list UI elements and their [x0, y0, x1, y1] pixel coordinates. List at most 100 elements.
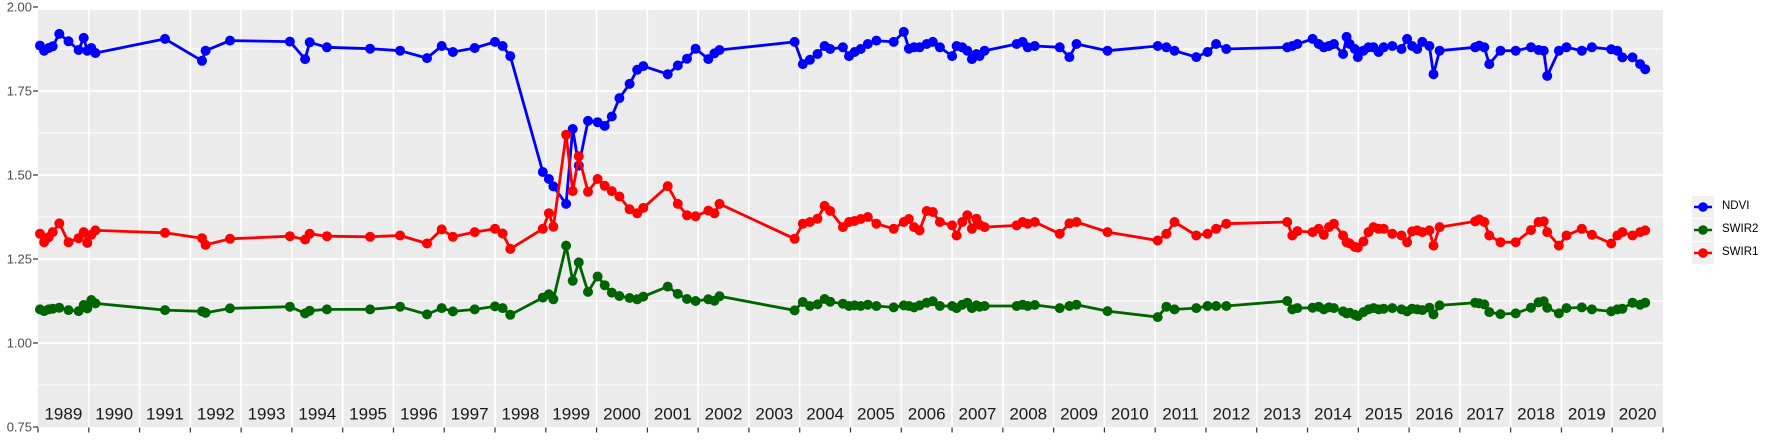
- data-point-swir1: [927, 207, 938, 217]
- data-point-swir2: [447, 306, 458, 317]
- data-point-swir2: [862, 299, 873, 310]
- data-point-swir2: [599, 280, 610, 291]
- data-point-swir1: [436, 224, 447, 235]
- data-point-swir2: [1484, 307, 1495, 318]
- data-point-swir1: [1054, 228, 1065, 239]
- data-point-swir2: [548, 294, 559, 305]
- data-point-ndvi: [1586, 42, 1597, 53]
- data-point-swir1: [1152, 235, 1163, 246]
- data-point-ndvi: [321, 42, 332, 53]
- data-point-swir2: [934, 301, 945, 311]
- data-point-swir1: [1387, 228, 1398, 239]
- data-point-ndvi: [1627, 52, 1638, 63]
- data-point-ndvi: [1434, 45, 1445, 56]
- data-point-ndvi: [1191, 52, 1202, 63]
- data-point-swir1: [1191, 230, 1202, 241]
- data-point-swir1: [304, 228, 315, 239]
- data-point-ndvi: [200, 45, 211, 56]
- data-point-swir1: [567, 186, 578, 197]
- x-axis-label: 2010: [1111, 405, 1149, 424]
- x-axis-label: 1990: [95, 405, 133, 424]
- data-point-swir2: [422, 309, 432, 320]
- data-point-swir1: [537, 223, 548, 234]
- data-point-swir2: [1495, 309, 1506, 320]
- data-point-ndvi: [927, 36, 938, 47]
- data-point-swir2: [1542, 302, 1553, 313]
- data-point-ndvi: [537, 167, 548, 177]
- x-axis-label: 2019: [1568, 405, 1606, 424]
- x-axis-label: 2006: [908, 405, 946, 424]
- data-point-swir1: [951, 230, 962, 241]
- data-point-swir2: [1211, 301, 1222, 311]
- data-point-swir2: [63, 305, 74, 316]
- y-axis-label: 1.75: [7, 84, 32, 99]
- data-point-ndvi: [422, 53, 432, 64]
- data-point-swir1: [1211, 223, 1222, 234]
- data-point-swir2: [1387, 303, 1398, 314]
- data-point-swir1: [583, 186, 593, 197]
- data-point-ndvi: [789, 36, 800, 47]
- data-point-ndvi: [1387, 41, 1398, 51]
- data-point-swir2: [1640, 297, 1651, 308]
- data-point-swir2: [469, 304, 480, 315]
- data-point-swir2: [567, 275, 578, 286]
- data-point-swir1: [1102, 227, 1113, 238]
- data-point-ndvi: [1211, 39, 1222, 49]
- x-axis-label: 1992: [197, 405, 235, 424]
- data-point-swir1: [1479, 217, 1490, 227]
- data-point-swir2: [284, 301, 295, 312]
- data-point-swir1: [447, 231, 458, 242]
- data-point-ndvi: [47, 41, 58, 52]
- data-point-swir2: [395, 301, 406, 312]
- series-ndvi: [35, 26, 1651, 209]
- data-point-ndvi: [543, 174, 554, 184]
- data-point-ndvi: [1640, 64, 1651, 75]
- data-point-ndvi: [505, 51, 516, 62]
- data-point-swir1: [1538, 216, 1549, 227]
- data-point-swir1: [690, 211, 701, 222]
- data-point-swir1: [825, 206, 836, 216]
- data-point-swir1: [606, 186, 617, 197]
- data-point-swir1: [1526, 225, 1536, 236]
- data-point-ndvi: [690, 43, 701, 54]
- data-point-swir2: [1561, 303, 1572, 314]
- data-point-swir2: [888, 302, 899, 313]
- data-point-swir2: [1553, 308, 1564, 319]
- data-point-swir1: [1318, 229, 1329, 240]
- data-point-swir1: [624, 204, 635, 215]
- legend: NDVI SWIR2 SWIR1: [1692, 195, 1758, 264]
- data-point-swir2: [871, 301, 882, 311]
- data-point-ndvi: [1161, 42, 1172, 53]
- data-point-ndvi: [1495, 45, 1506, 56]
- data-point-ndvi: [225, 35, 235, 46]
- data-point-ndvi: [682, 53, 692, 64]
- data-point-ndvi: [862, 39, 873, 49]
- data-point-swir1: [365, 231, 376, 242]
- data-point-ndvi: [304, 37, 315, 48]
- y-axis-label: 2.00: [7, 0, 32, 15]
- data-point-swir1: [1586, 229, 1597, 240]
- data-point-swir2: [1586, 304, 1597, 315]
- data-point-swir1: [1561, 230, 1572, 241]
- legend-item-ndvi: NDVI: [1692, 195, 1758, 218]
- data-point-swir1: [862, 212, 873, 222]
- y-axis-labels: 2.00 1.75 1.50 1.25 1.00 0.75: [7, 0, 32, 435]
- data-point-ndvi: [1479, 42, 1490, 53]
- data-point-ndvi: [614, 93, 625, 104]
- data-point-swir1: [1396, 230, 1407, 241]
- data-point-swir1: [1071, 217, 1082, 227]
- x-axis-label: 2002: [705, 405, 743, 424]
- x-axis-label: 1997: [451, 405, 489, 424]
- data-point-ndvi: [548, 181, 559, 192]
- data-point-ndvi: [73, 45, 84, 55]
- data-point-ndvi: [284, 36, 295, 47]
- data-point-swir2: [490, 301, 500, 312]
- data-point-swir2: [436, 303, 447, 314]
- y-axis-label: 1.00: [7, 336, 32, 351]
- data-point-ndvi: [469, 43, 480, 53]
- data-point-swir1: [1428, 240, 1439, 251]
- data-point-swir1: [1640, 225, 1651, 236]
- data-point-ndvi: [1102, 45, 1113, 56]
